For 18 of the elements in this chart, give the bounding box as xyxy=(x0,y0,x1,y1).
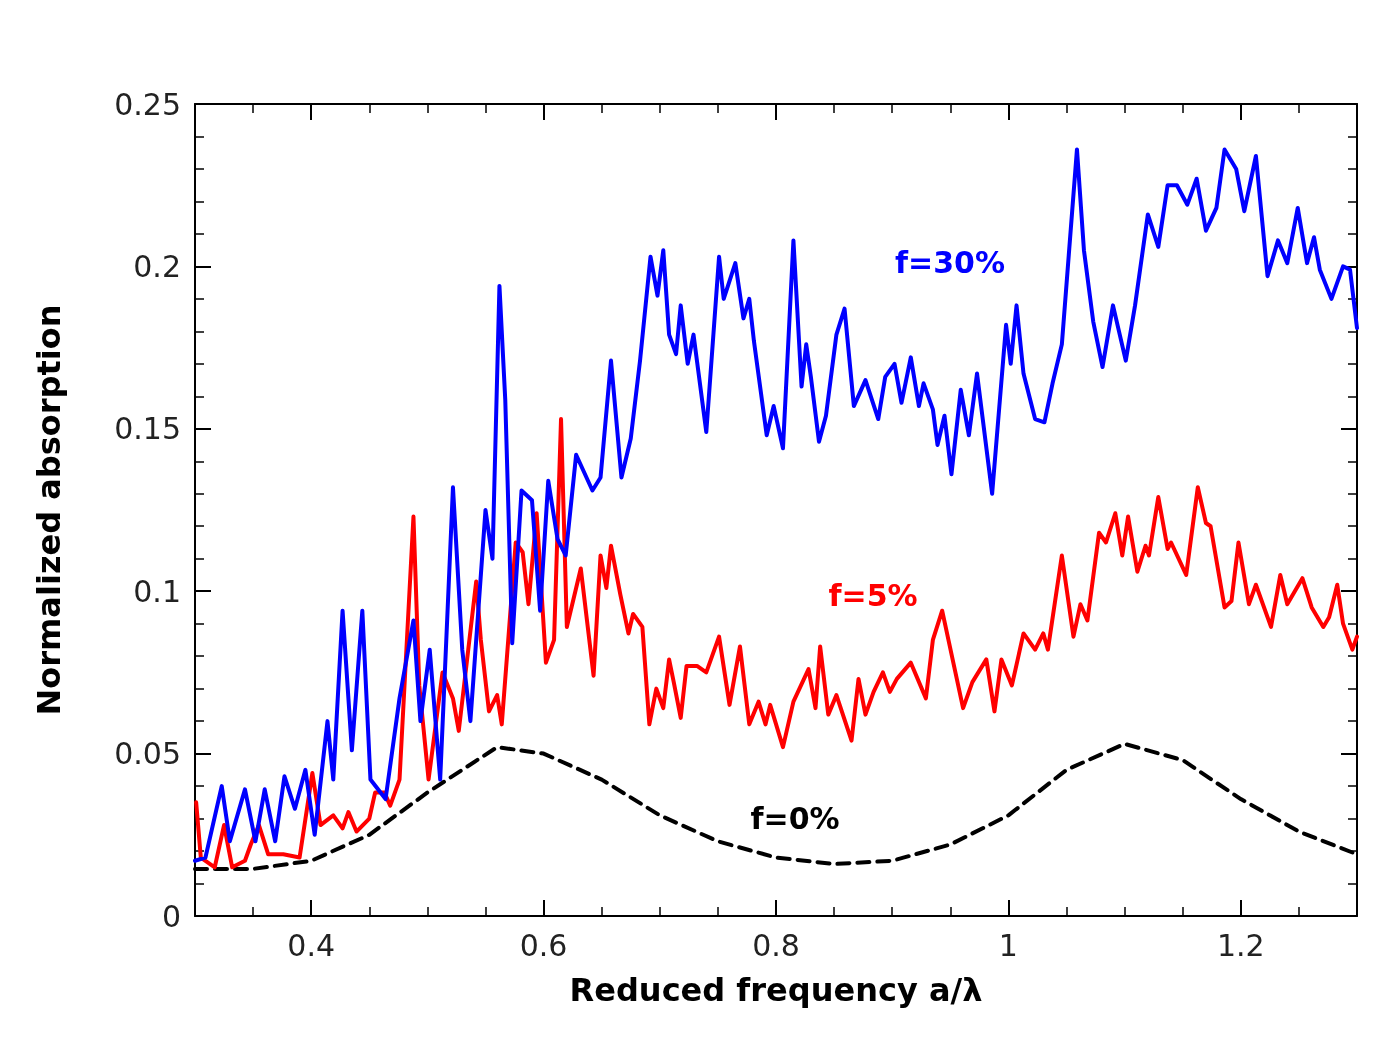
x-tick-label: 0.8 xyxy=(752,927,800,963)
series-label: f=0% xyxy=(750,800,840,836)
x-tick-label: 0.6 xyxy=(519,927,568,963)
x-tick-label: 0.4 xyxy=(287,927,336,963)
x-axis-title: Reduced frequency a/λ xyxy=(569,971,983,1009)
y-tick-label: 0.15 xyxy=(114,411,181,447)
series-label: f=5% xyxy=(828,577,918,613)
y-tick-label: 0.1 xyxy=(133,573,181,609)
y-axis-title: Normalized absorption xyxy=(30,304,68,716)
x-tick-label: 1 xyxy=(998,927,1018,963)
series-label: f=30% xyxy=(895,244,1005,280)
x-tick-label: 1.2 xyxy=(1216,927,1265,963)
y-tick-label: 0 xyxy=(161,898,181,934)
y-tick-label: 0.25 xyxy=(114,86,181,122)
y-tick-label: 0.05 xyxy=(114,736,181,772)
line-series xyxy=(193,147,1359,863)
y-tick-label: 0.2 xyxy=(133,248,181,284)
line-series xyxy=(194,417,1359,870)
